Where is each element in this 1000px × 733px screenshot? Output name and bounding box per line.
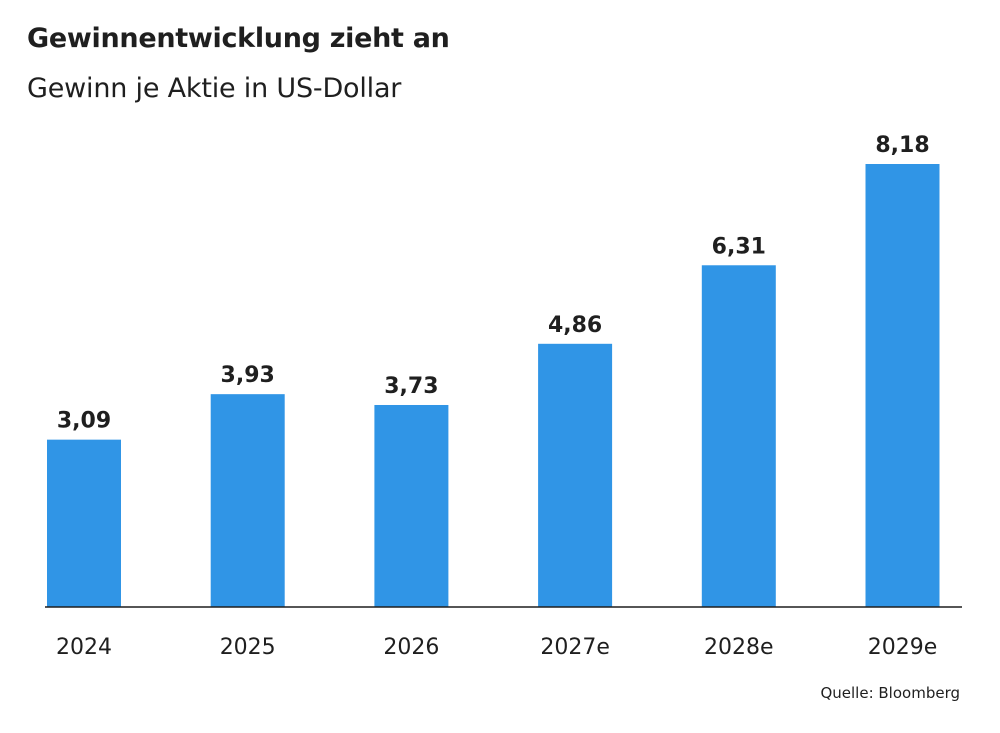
value-label-2026: 3,73 bbox=[384, 374, 438, 399]
bar-2029e bbox=[865, 164, 940, 607]
bar-2028e bbox=[701, 265, 776, 607]
value-label-2029e: 8,18 bbox=[875, 133, 929, 158]
value-label-2028e: 6,31 bbox=[712, 234, 766, 259]
x-tick-label-2024: 2024 bbox=[56, 635, 112, 660]
value-label-2024: 3,09 bbox=[57, 409, 111, 434]
x-tick-label-2027e: 2027e bbox=[540, 635, 610, 660]
chart-title: Gewinnentwicklung zieht an bbox=[27, 23, 450, 54]
x-tick-label-2028e: 2028e bbox=[704, 635, 774, 660]
bar-2027e bbox=[538, 343, 613, 607]
x-tick-label-2029e: 2029e bbox=[868, 635, 938, 660]
source-note: Quelle: Bloomberg bbox=[820, 684, 960, 702]
bar-2026 bbox=[374, 404, 449, 607]
value-label-2027e: 4,86 bbox=[548, 313, 602, 338]
bar-2025 bbox=[210, 394, 285, 607]
x-tick-label-2026: 2026 bbox=[383, 635, 439, 660]
bars-group: 3,09 2024 3,93 2025 3,73 2026 4,86 2027e 6,31 202… bbox=[47, 133, 940, 660]
value-label-2025: 3,93 bbox=[221, 363, 275, 388]
x-tick-label-2025: 2025 bbox=[220, 635, 276, 660]
chart-subtitle: Gewinn je Aktie in US-Dollar bbox=[27, 73, 402, 104]
bar-2024 bbox=[47, 439, 121, 607]
